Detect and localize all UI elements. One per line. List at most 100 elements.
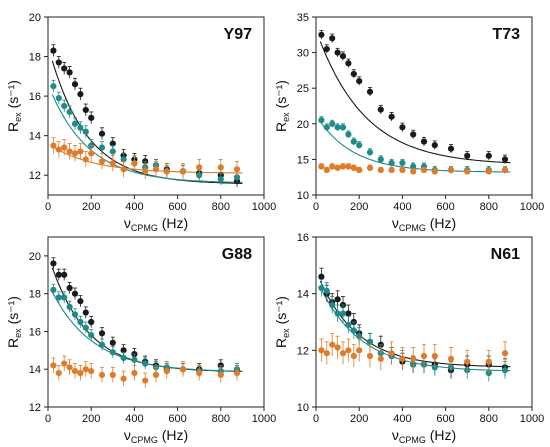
orange-data-point <box>447 355 455 362</box>
teal-data-point <box>142 360 149 367</box>
teal-data-point <box>98 144 106 151</box>
black-data-point <box>88 318 95 326</box>
black-data-point <box>410 131 417 138</box>
black-data-point <box>82 106 89 114</box>
x-tick-label: 1000 <box>252 413 276 425</box>
teal-data-point <box>77 124 84 131</box>
plot-frame <box>47 236 265 408</box>
x-tick-label: 600 <box>436 413 454 425</box>
orange-data-point <box>120 375 127 382</box>
y-tick-label: 12 <box>29 402 41 414</box>
orange-data-point <box>356 347 363 354</box>
teal-data-point <box>501 367 509 374</box>
orange-data-point <box>464 358 471 365</box>
y-axis-title: Rex (s⁻¹) <box>5 296 23 348</box>
black-data-point <box>318 31 325 38</box>
x-tick-label: 400 <box>393 201 411 213</box>
orange-data-point <box>142 377 149 384</box>
orange-data-point <box>163 168 170 175</box>
black-data-point <box>61 65 68 72</box>
teal-data-point <box>55 94 62 102</box>
orange-data-point <box>217 164 224 171</box>
orange-data-point <box>377 355 384 362</box>
y-tick-label: 25 <box>297 83 309 95</box>
x-tick-label: 0 <box>45 201 51 213</box>
teal-data-point <box>350 138 357 145</box>
orange-data-point <box>152 166 160 173</box>
orange-data-point <box>464 168 471 175</box>
black-data-point <box>98 330 106 337</box>
orange-data-point <box>501 350 509 357</box>
teal-data-point <box>66 108 73 116</box>
teal-data-point <box>339 124 347 131</box>
orange-data-point <box>98 158 106 165</box>
black-data-point <box>345 310 352 317</box>
orange-data-point <box>131 160 138 167</box>
black-data-point <box>447 145 455 152</box>
black-data-point <box>66 284 73 292</box>
teal-data-point <box>109 349 116 356</box>
black-data-point <box>71 290 79 297</box>
black-data-point <box>334 49 341 56</box>
orange-data-point <box>388 350 395 357</box>
orange-data-point <box>350 164 357 172</box>
y-tick-label: 16 <box>29 326 41 338</box>
teal-data-point <box>61 294 68 301</box>
teal-data-point <box>345 321 352 328</box>
orange-data-point <box>447 166 455 174</box>
y-axis-title: Rex (s⁻¹) <box>273 296 291 348</box>
orange-data-point <box>98 371 106 378</box>
x-tick-label: 600 <box>436 201 454 213</box>
orange-data-point <box>399 355 406 362</box>
black-data-point <box>334 296 341 303</box>
orange-data-point <box>196 164 203 171</box>
teal-data-point <box>323 287 330 294</box>
orange-data-point <box>485 168 492 175</box>
black-data-point <box>88 114 95 121</box>
black-data-point <box>323 45 330 53</box>
teal-data-point <box>120 156 127 163</box>
orange-data-point <box>334 344 341 351</box>
orange-data-point <box>345 163 352 170</box>
panel-g88: 0 200 400 600 800 1000 12 14 16 18 20 G88 νCPMG (Hz)… <box>5 236 276 445</box>
teal-data-point <box>334 310 341 317</box>
teal-data-point <box>82 128 89 135</box>
orange-data-point <box>420 352 428 360</box>
black-data-point <box>98 130 106 137</box>
x-tick-label: 600 <box>168 413 186 425</box>
teal-data-point <box>329 301 336 309</box>
orange-data-point <box>410 168 417 175</box>
x-tick-label: 800 <box>480 201 498 213</box>
orange-data-point <box>233 369 241 377</box>
teal-data-point <box>318 284 325 292</box>
teal-fit-curve <box>51 94 243 183</box>
teal-data-point <box>350 327 357 334</box>
teal-data-point <box>356 333 363 340</box>
orange-data-point <box>50 142 57 149</box>
orange-data-point <box>350 352 357 360</box>
plot-frame <box>47 16 265 196</box>
orange-data-point <box>366 352 374 360</box>
panel-label: G88 <box>222 246 252 263</box>
teal-data-point <box>410 163 417 170</box>
orange-data-point <box>388 166 395 174</box>
orange-data-point <box>77 148 84 155</box>
plot-frame <box>315 16 533 196</box>
orange-data-point <box>501 166 509 174</box>
orange-data-point <box>131 369 138 377</box>
teal-data-point <box>71 120 79 127</box>
teal-data-point <box>318 117 325 124</box>
orange-data-point <box>217 371 224 378</box>
orange-data-point <box>345 347 352 354</box>
orange-data-point <box>66 148 73 155</box>
orange-data-point <box>329 163 336 170</box>
orange-data-point <box>366 164 374 172</box>
orange-data-point <box>485 358 492 365</box>
x-tick-label: 800 <box>212 413 230 425</box>
black-data-point <box>350 70 357 78</box>
y-tick-label: 18 <box>29 52 41 64</box>
black-data-point <box>50 260 57 267</box>
black-fit-curve <box>319 41 511 164</box>
teal-data-point <box>82 324 89 331</box>
teal-data-point <box>345 131 352 138</box>
